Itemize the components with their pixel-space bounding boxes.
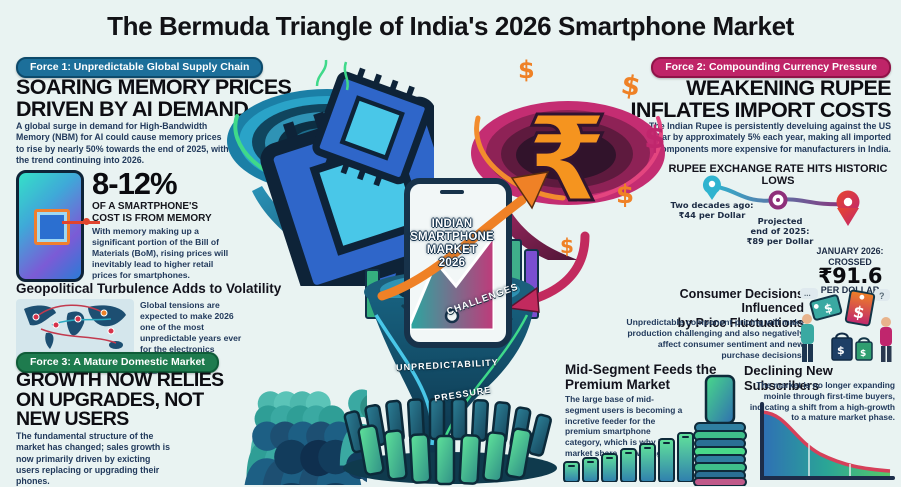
pressure-arrow-icon: [507, 231, 590, 313]
force1-heading: SOARING MEMORY PRICES DRIVEN BY AI DEMAN…: [16, 75, 292, 121]
svg-text:?: ?: [879, 291, 885, 301]
force3-badge: Force 3: A Mature Domestic Market: [16, 352, 219, 373]
map-pin-icon: [702, 175, 721, 200]
force1-badge: Force 1: Unpredictable Global Supply Cha…: [16, 57, 264, 78]
force1-body: A global surge in demand for High-Bandwi…: [16, 121, 229, 165]
svg-text:$: $: [837, 344, 845, 357]
dollar-icon: $: [619, 69, 643, 103]
shopping-bag-icon: $: [831, 332, 853, 361]
memory-cost-stat-label: OF A SMARTPHONE'S COST IS FROM MEMORY: [92, 201, 212, 224]
exchange-point-3-value: ₹91.6: [818, 264, 882, 288]
geopolitical-heading: Geopolitical Turbulence Adds to Volatili…: [16, 281, 282, 296]
chip-pointer-line: [62, 221, 100, 224]
center-phone-label: INDIAN SMARTPHONE MARKET 2026: [410, 218, 494, 269]
rupee-symbol-icon: ₹: [526, 90, 608, 228]
phone-arena-illustration: [343, 398, 557, 486]
exchange-point-1: Two decades ago: ₹44 per Dollar: [670, 200, 754, 220]
currency-tornado-illustration: ₹ $ $ $ $ $: [471, 56, 666, 260]
declining-subscribers-chart: [760, 402, 895, 480]
price-tag-icon: $: [844, 289, 876, 327]
exchange-point-2: Projected end of 2025: ₹89 per Dollar: [746, 216, 814, 246]
chip-pointer-dot: [83, 218, 90, 225]
price-tag-icon: $: [809, 294, 843, 321]
svg-text:$: $: [823, 301, 835, 317]
force3-heading: GROWTH NOW RELIES ON UPGRADES, NOT NEW U…: [16, 369, 224, 430]
milestone-dot-icon: [768, 190, 788, 210]
svg-text:...: ...: [804, 289, 811, 298]
dollar-icon: $: [518, 56, 535, 84]
map-pin-icon: [836, 190, 860, 226]
dollar-icon: $: [616, 180, 634, 210]
dollar-icon: $: [644, 120, 666, 156]
declining-body: The market is no longer expanding moinle…: [749, 380, 895, 423]
exchange-point-3-label: JANUARY 2026: CROSSED: [816, 246, 884, 267]
force3-body: The fundamental structure of the market …: [16, 431, 170, 486]
memory-chip-icon: [34, 209, 70, 245]
memory-cost-body: With memory making up a significant port…: [92, 226, 229, 280]
exchange-rate-chart: [702, 175, 860, 226]
page-title: The Bermuda Triangle of India's 2026 Sma…: [107, 11, 794, 41]
speech-bubble-icon: ...: [800, 288, 818, 299]
mid-segment-heading: Mid-Segment Feeds the Premium Market: [565, 362, 717, 392]
dollar-icon: $: [560, 234, 574, 258]
phone-stack-illustration: [693, 374, 747, 486]
speech-bubble-icon: ?: [874, 289, 890, 301]
consumer-body: Unpredictable component pricing will mak…: [626, 317, 804, 360]
shopping-bag-icon: $: [855, 337, 873, 361]
memory-cost-stat: 8-12%: [92, 166, 178, 201]
exchange-rate-heading: RUPEE EXCHANGE RATE HITS HISTORIC LOWS: [668, 163, 888, 187]
mid-segment-body: The large base of mid-segment users is b…: [565, 394, 683, 458]
force2-badge: Force 2: Compounding Currency Pressure: [651, 57, 891, 78]
world-map-icon: [16, 299, 134, 361]
smartphone-memory-illustration: [16, 170, 84, 282]
declining-heading: Declining New Subscribers: [744, 363, 833, 393]
force2-body: The Indian Rupee is persistently develui…: [645, 121, 891, 154]
consumer-heading: Consumer Decisions Influenced by Price F…: [677, 287, 804, 330]
shopper-person-icon: [801, 314, 814, 362]
shoppers-price-tags-illustration: ... ? $ $ $: [800, 288, 892, 362]
svg-text:$: $: [860, 349, 866, 359]
svg-text:$: $: [852, 302, 866, 323]
exchange-point-3-unit: PER DOLLAR: [820, 285, 880, 295]
shopper-person-icon: [880, 317, 892, 362]
force2-heading: WEAKENING RUPEE INFLATES IMPORT COSTS: [630, 76, 891, 122]
growth-arrow-icon: [377, 171, 550, 301]
